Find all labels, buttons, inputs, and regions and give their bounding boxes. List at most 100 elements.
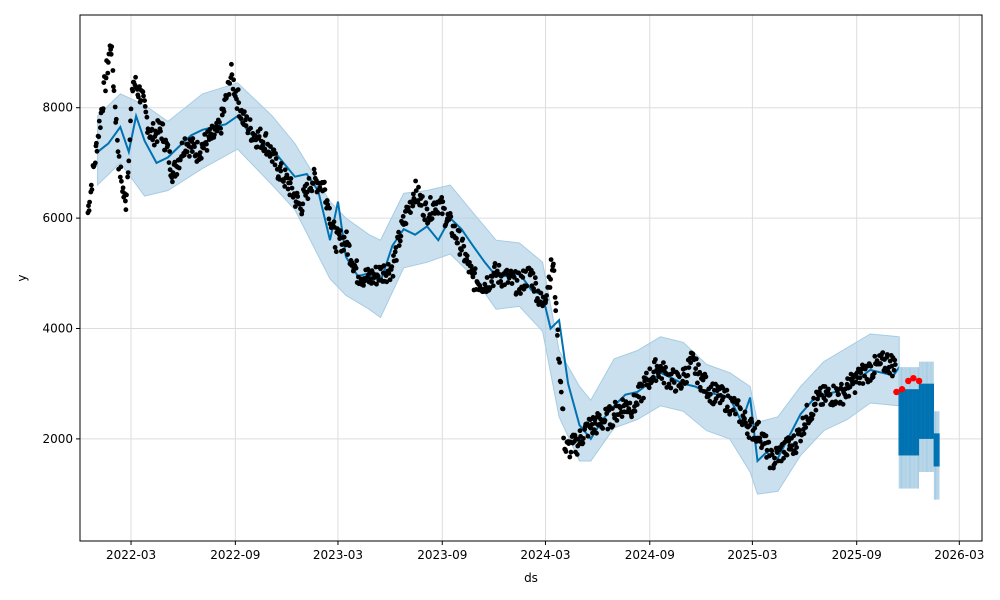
- observed-point: [345, 252, 350, 257]
- observed-point: [285, 186, 291, 192]
- observed-point: [204, 141, 209, 147]
- observed-point: [619, 414, 625, 419]
- observed-point: [836, 392, 841, 397]
- observed-point: [502, 282, 507, 288]
- observed-point: [218, 125, 224, 131]
- observed-point: [600, 426, 606, 431]
- observed-point: [548, 257, 554, 262]
- x-tick-label: 2024-09: [625, 548, 675, 562]
- observed-point: [105, 60, 111, 65]
- observed-point: [127, 137, 133, 143]
- observed-point: [644, 370, 649, 376]
- observed-point: [820, 402, 826, 407]
- observed-point: [306, 176, 312, 181]
- observed-point: [532, 275, 538, 281]
- observed-point: [553, 300, 559, 306]
- observed-point: [170, 179, 175, 185]
- observed-point: [327, 205, 332, 211]
- observed-point: [868, 363, 874, 369]
- observed-point: [784, 452, 790, 458]
- observed-point: [553, 308, 559, 314]
- observed-point: [891, 367, 897, 373]
- observed-point: [87, 199, 92, 205]
- observed-point: [484, 275, 490, 280]
- observed-point: [505, 280, 511, 285]
- observed-point: [310, 181, 316, 186]
- observed-point: [126, 158, 132, 164]
- observed-point: [840, 401, 846, 407]
- observed-point: [514, 290, 519, 295]
- observed-point: [533, 280, 539, 286]
- observed-point: [457, 252, 463, 257]
- observed-point: [632, 408, 638, 414]
- observed-point: [103, 75, 109, 81]
- observed-point: [123, 207, 129, 213]
- observed-point: [856, 366, 861, 372]
- observed-points: [85, 43, 898, 471]
- observed-point: [167, 149, 173, 154]
- observed-point: [847, 384, 853, 390]
- observed-point: [880, 350, 886, 355]
- observed-point: [742, 409, 748, 415]
- observed-point: [520, 275, 526, 280]
- observed-point: [226, 92, 232, 97]
- observed-point: [684, 380, 689, 385]
- observed-point: [293, 204, 298, 209]
- observed-point: [679, 384, 684, 390]
- observed-point: [580, 440, 586, 446]
- observed-point: [410, 203, 416, 209]
- observed-point: [416, 184, 421, 190]
- observed-point: [468, 263, 474, 269]
- observed-point: [374, 281, 379, 287]
- observed-point: [649, 379, 655, 384]
- observed-point: [685, 373, 691, 378]
- observed-point: [459, 247, 464, 253]
- observed-point: [423, 200, 429, 206]
- observed-point: [346, 243, 352, 249]
- highlight-point: [898, 386, 906, 393]
- observed-point: [686, 365, 692, 370]
- x-tick-label: 2025-09: [832, 548, 882, 562]
- observed-point: [470, 274, 476, 280]
- observed-point: [560, 406, 566, 412]
- observed-point: [392, 249, 398, 255]
- y-tick-label: 2000: [42, 432, 73, 446]
- observed-point: [442, 206, 447, 212]
- observed-point: [272, 162, 278, 168]
- observed-point: [138, 98, 144, 103]
- observed-point: [798, 438, 803, 444]
- observed-point: [344, 229, 349, 235]
- observed-point: [418, 203, 424, 208]
- observed-point: [839, 381, 844, 387]
- observed-point: [103, 88, 108, 94]
- observed-point: [504, 267, 510, 273]
- observed-point: [144, 114, 150, 120]
- x-tick-label: 2022-09: [210, 548, 260, 562]
- observed-point: [822, 384, 828, 389]
- x-tick-label: 2023-09: [417, 548, 467, 562]
- observed-point: [115, 137, 120, 143]
- observed-point: [813, 407, 819, 413]
- observed-point: [786, 438, 792, 444]
- observed-point: [708, 391, 713, 397]
- observed-point: [287, 180, 293, 186]
- observed-point: [411, 191, 416, 197]
- observed-point: [489, 279, 494, 284]
- observed-point: [142, 104, 148, 109]
- observed-point: [125, 174, 130, 180]
- observed-point: [143, 109, 149, 115]
- observed-point: [96, 134, 102, 140]
- observed-point: [165, 142, 171, 148]
- observed-point: [273, 156, 279, 161]
- observed-point: [248, 125, 254, 131]
- observed-point: [167, 167, 173, 173]
- observed-point: [472, 270, 477, 276]
- observed-point: [424, 206, 430, 212]
- observed-point: [697, 369, 703, 375]
- observed-point: [695, 380, 700, 386]
- highlight-points: [893, 374, 923, 396]
- observed-point: [111, 84, 116, 90]
- observed-point: [509, 281, 515, 286]
- observed-point: [531, 289, 537, 294]
- observed-point: [591, 427, 597, 433]
